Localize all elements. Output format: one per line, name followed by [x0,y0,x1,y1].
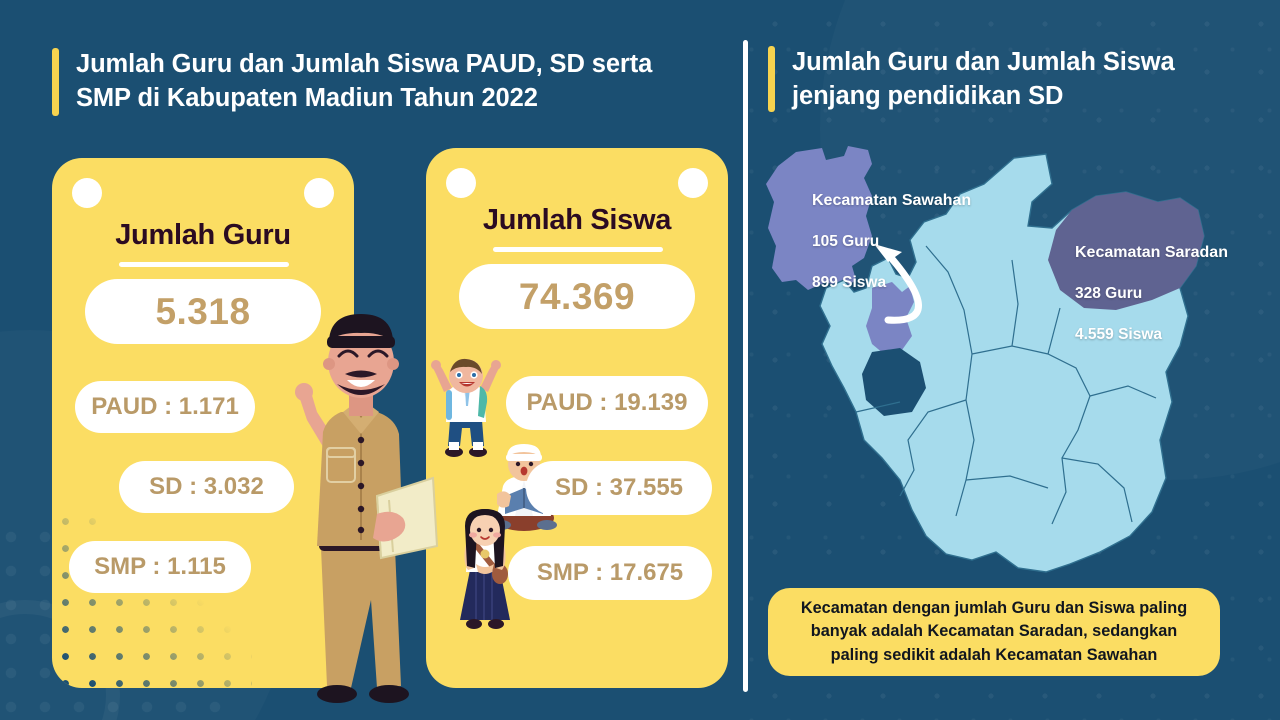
map-boundaries [855,245,1157,525]
map-label-saradan: Kecamatan Saradan 328 Guru 4.559 Siswa [1075,222,1228,345]
map-region-dark [862,348,926,416]
guru-breakdown-smp: SMP : 1.115 [69,541,251,593]
map-label-saradan-siswa: 4.559 Siswa [1075,325,1163,343]
map-region-sawahan-callout [766,146,872,290]
right-panel-title: Jumlah Guru dan Jumlah Siswa jenjang pen… [792,48,1175,110]
accent-bar-left [52,48,59,116]
siswa-breakdown-paud: PAUD : 19.139 [506,376,708,430]
summary-caption-text: Kecamatan dengan jumlah Guru dan Siswa p… [800,599,1188,664]
stat-card-siswa: Jumlah Siswa 74.369 PAUD : 19.139 SD : 3… [426,148,728,688]
map-label-sawahan-siswa: 899 Siswa [812,273,887,291]
map-callout-arrow [882,248,922,324]
guru-breakdown-paud: PAUD : 1.171 [75,381,255,433]
accent-bar-right [768,46,775,112]
map-region-saradan [1048,192,1204,310]
map-label-saradan-guru: 328 Guru [1075,285,1143,303]
map-label-saradan-name: Kecamatan Saradan [1075,244,1228,262]
card-siswa-title: Jumlah Siswa [482,204,672,236]
map-label-sawahan: Kecamatan Sawahan 105 Guru 899 Siswa [812,170,971,293]
card-siswa-total: 74.369 [459,264,695,329]
stat-card-guru: Jumlah Guru 5.318 PAUD : 1.171 SD : 3.03… [52,158,354,688]
card-punch-hole-left [72,178,102,208]
left-panel-header: Jumlah Guru dan Jumlah Siswa PAUD, SD se… [52,48,652,116]
guru-breakdown-sd: SD : 3.032 [119,461,294,513]
siswa-breakdown-smp: SMP : 17.675 [508,546,712,600]
map-label-sawahan-name: Kecamatan Sawahan [812,192,972,210]
summary-caption-box: Kecamatan dengan jumlah Guru dan Siswa p… [768,588,1220,676]
siswa-breakdown-sd: SD : 37.555 [526,461,712,515]
map-svg [766,146,1205,573]
card-guru-dot-pattern [52,508,252,688]
madiun-district-map [760,140,1265,585]
left-panel-title: Jumlah Guru dan Jumlah Siswa PAUD, SD se… [76,50,653,112]
right-panel-header: Jumlah Guru dan Jumlah Siswa jenjang pen… [768,46,1175,114]
card-punch-hole-right [678,168,708,198]
card-guru-rule [119,262,289,267]
card-siswa-rule [493,247,663,252]
map-label-sawahan-guru: 105 Guru [812,233,880,251]
map-callout-arrowhead [874,244,902,262]
panel-divider [743,40,748,692]
card-guru-title: Jumlah Guru [115,219,291,251]
card-punch-hole-left [446,168,476,198]
card-guru-total: 5.318 [85,279,321,344]
card-punch-hole-right [304,178,334,208]
